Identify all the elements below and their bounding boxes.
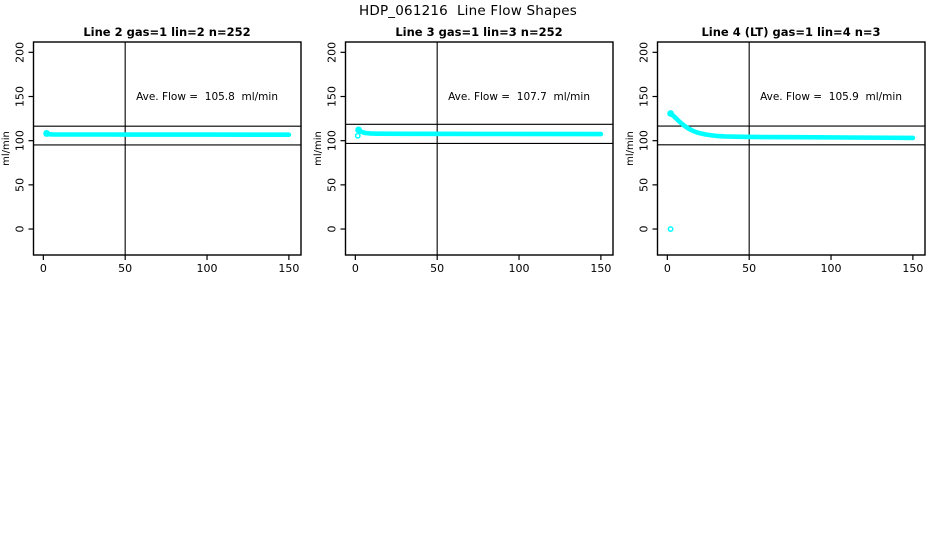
plot-line-4: 0 50 100 150 0 50 100 150 200 ml/min Ave. Flow = 1… (625, 41, 926, 275)
y-axis-label: ml/min (313, 131, 324, 166)
panel-line-3: Line 3 gas=1 lin=3 n=252 0 50 100 150 0 50 100… (312, 0, 624, 285)
panel-title-line-4: Line 4 (LT) gas=1 lin=4 n=3 (701, 25, 881, 39)
x-axis-tick-label: 0 (352, 262, 359, 275)
page-title: HDP_061216 Line Flow Shapes (359, 3, 577, 19)
plot-box (656, 41, 926, 256)
series-start-point (43, 130, 50, 137)
y-axis-tick-label: 200 (14, 42, 27, 63)
annotation-ave-flow: Ave. Flow = 105.9 ml/min (760, 91, 902, 103)
outlier-point (354, 132, 361, 139)
y-axis-tick-label: 0 (638, 226, 651, 233)
plot-box (32, 41, 302, 256)
y-axis-tick-label: 50 (638, 178, 651, 192)
plot-line-2: 0 50 100 150 0 50 100 150 200 ml/min Ave. Flow = 1… (1, 41, 302, 275)
series-start-point (667, 110, 674, 117)
x-axis-tick-label: 0 (40, 262, 47, 275)
y-axis-tick-label: 200 (326, 42, 339, 63)
flow-series (668, 111, 916, 141)
y-axis-tick-label: 50 (326, 178, 339, 192)
panel-title-line-3: Line 3 gas=1 lin=3 n=252 (395, 25, 563, 39)
y-axis-label: ml/min (1, 131, 12, 166)
y-axis-tick-label: 0 (326, 226, 339, 233)
annotation-ave-flow: Ave. Flow = 105.8 ml/min (136, 91, 278, 103)
y-axis-tick-label: 50 (14, 178, 27, 192)
flow-series (356, 127, 604, 137)
y-axis-tick-label: 200 (638, 42, 651, 63)
panel-line-4: Line 4 (LT) gas=1 lin=4 n=3 0 50 100 150 0 50… (624, 0, 936, 285)
flow-series (44, 131, 292, 137)
x-axis-tick-label: 100 (821, 262, 842, 275)
plot-box (344, 41, 614, 256)
y-axis-tick-label: 150 (326, 86, 339, 107)
y-axis-tick-label: 0 (14, 226, 27, 233)
outlier-point (667, 226, 674, 232)
series-start-point (355, 126, 362, 134)
y-axis-tick-label: 150 (14, 86, 27, 107)
plot-line-3: 0 50 100 150 0 50 100 150 200 ml/min Ave. Flow = 1… (313, 41, 614, 275)
x-axis-tick-label: 0 (664, 262, 671, 275)
annotation-ave-flow: Ave. Flow = 107.7 ml/min (448, 91, 590, 103)
x-axis-tick-label: 150 (590, 262, 611, 275)
x-axis-tick-label: 100 (509, 262, 530, 275)
x-axis-tick-label: 150 (278, 262, 299, 275)
y-axis-tick-label: 100 (14, 130, 27, 151)
y-axis-label: ml/min (625, 131, 636, 166)
x-axis-tick-label: 150 (902, 262, 923, 275)
y-axis-tick-label: 150 (638, 86, 651, 107)
panel-title-line-2: Line 2 gas=1 lin=2 n=252 (83, 25, 251, 39)
y-axis-tick-label: 100 (638, 130, 651, 151)
x-axis-tick-label: 50 (742, 262, 756, 275)
y-axis-tick-label: 100 (326, 130, 339, 151)
x-axis-tick-label: 100 (197, 262, 218, 275)
x-axis-tick-label: 50 (118, 262, 132, 275)
x-axis-tick-label: 50 (430, 262, 444, 275)
panel-line-2: Line 2 gas=1 lin=2 n=252 0 50 100 150 0 50 100… (0, 0, 312, 285)
